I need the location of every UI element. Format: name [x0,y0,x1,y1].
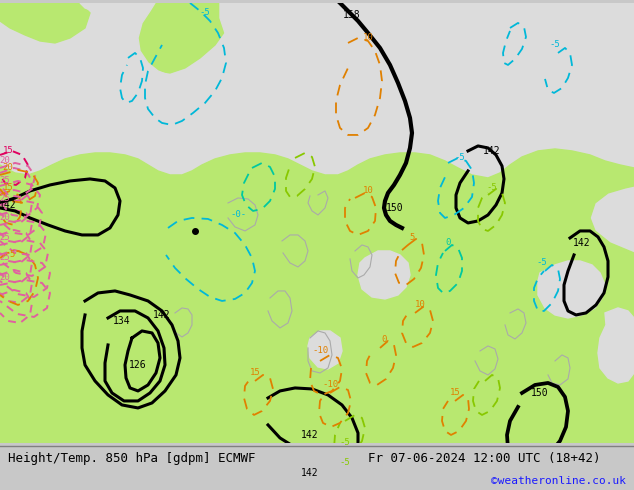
Text: -5: -5 [536,258,547,268]
Text: Fr 07-06-2024 12:00 UTC (18+42): Fr 07-06-2024 12:00 UTC (18+42) [368,452,600,465]
Text: 5: 5 [10,250,15,259]
Text: 142: 142 [153,310,171,320]
Text: -5: -5 [200,8,210,18]
Text: 0: 0 [381,336,387,344]
Text: ©weatheronline.co.uk: ©weatheronline.co.uk [491,476,626,486]
Text: -0-: -0- [230,210,246,220]
Polygon shape [308,331,342,369]
Text: 142: 142 [301,430,319,440]
Text: 0: 0 [445,239,451,247]
Text: 25: 25 [0,195,10,203]
Text: -5: -5 [550,41,560,49]
Text: -10: -10 [312,346,328,355]
Text: 150: 150 [531,388,549,398]
Text: 126: 126 [129,360,147,370]
Text: 20: 20 [3,164,13,172]
Text: 15: 15 [3,183,13,193]
Polygon shape [0,3,634,443]
Text: -5: -5 [340,459,351,467]
Text: 142: 142 [301,468,319,478]
Polygon shape [0,3,90,43]
Text: 5: 5 [410,233,415,243]
Polygon shape [310,3,634,83]
Text: 134: 134 [113,316,131,326]
Text: 150: 150 [386,203,404,213]
Text: 15: 15 [250,368,261,377]
Polygon shape [80,3,180,138]
Polygon shape [358,251,410,299]
Text: 20: 20 [0,214,10,222]
Polygon shape [538,261,605,318]
Text: 25: 25 [0,253,10,263]
Text: 158: 158 [343,10,361,20]
Polygon shape [220,3,320,58]
Text: 142: 142 [0,200,17,210]
Polygon shape [0,149,634,443]
Text: -5: -5 [340,439,351,447]
Text: -5: -5 [455,153,465,163]
Text: 25: 25 [0,176,10,185]
Text: 25: 25 [0,233,10,243]
Text: 10: 10 [363,33,373,43]
Text: 20: 20 [0,273,10,282]
Text: 20: 20 [0,156,10,166]
Polygon shape [598,308,634,383]
Text: -10: -10 [322,380,338,390]
Text: 142: 142 [483,146,501,156]
Text: 15: 15 [3,147,13,155]
Text: 142: 142 [573,238,591,248]
Text: -5: -5 [487,183,498,193]
Text: 10: 10 [415,300,425,310]
Text: 15: 15 [450,389,460,397]
Text: Height/Temp. 850 hPa [gdpm] ECMWF: Height/Temp. 850 hPa [gdpm] ECMWF [8,452,255,465]
Text: 10: 10 [363,187,373,196]
Polygon shape [138,3,230,73]
